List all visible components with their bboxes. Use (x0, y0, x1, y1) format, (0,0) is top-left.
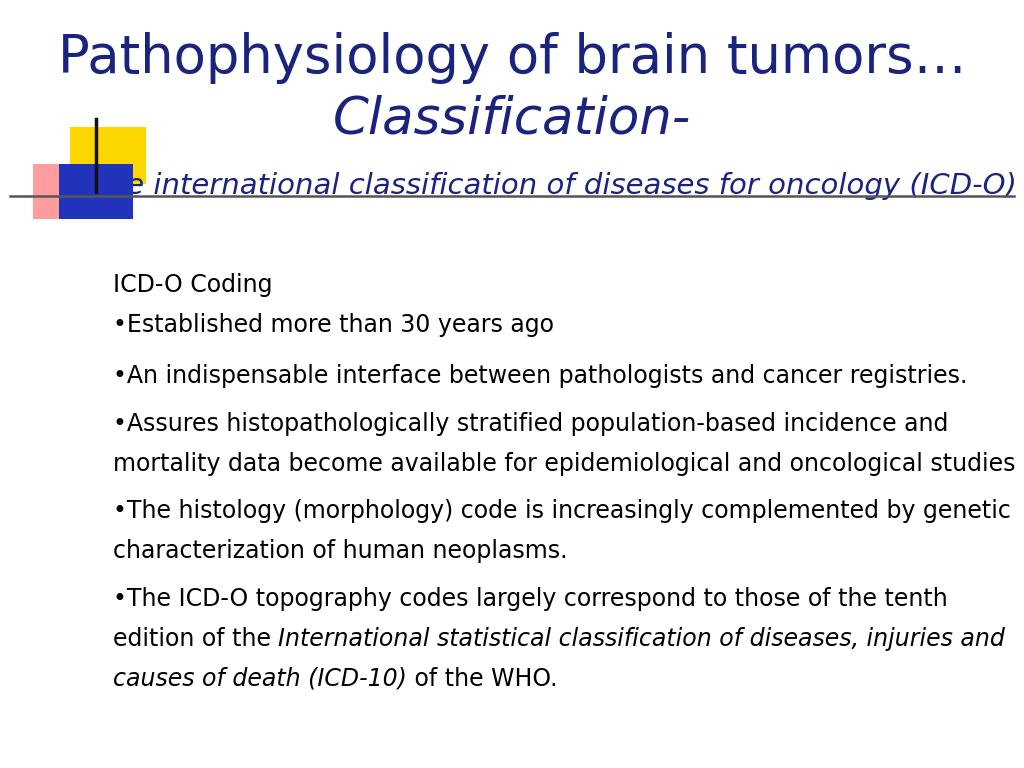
Text: Classification-: Classification- (333, 94, 691, 144)
Text: characterization of human neoplasms.: characterization of human neoplasms. (113, 539, 567, 563)
Text: •An indispensable interface between pathologists and cancer registries.: •An indispensable interface between path… (113, 364, 967, 388)
Text: •The ICD-O topography codes largely correspond to those of the tenth: •The ICD-O topography codes largely corr… (113, 587, 947, 611)
Text: International statistical classification of diseases, injuries and: International statistical classification… (279, 627, 1005, 650)
Text: ICD-O Coding: ICD-O Coding (113, 273, 272, 296)
Text: mortality data become available for epidemiological and oncological studies: mortality data become available for epid… (113, 452, 1015, 475)
Bar (70, 127, 146, 184)
Text: Pathophysiology of brain tumors…: Pathophysiology of brain tumors… (57, 31, 967, 84)
Text: edition of the: edition of the (113, 627, 279, 650)
Text: •Established more than 30 years ago: •Established more than 30 years ago (113, 313, 554, 336)
Bar (33, 164, 66, 219)
Text: •Assures histopathologically stratified population-based incidence and: •Assures histopathologically stratified … (113, 412, 948, 435)
Bar (59, 164, 133, 219)
Text: causes of death (ICD-10): causes of death (ICD-10) (113, 667, 407, 690)
Text: •The histology (morphology) code is increasingly complemented by genetic: •The histology (morphology) code is incr… (113, 499, 1011, 523)
Text: The international classification of diseases for oncology (ICD-O): The international classification of dise… (89, 172, 1017, 200)
Bar (33, 164, 106, 219)
Text: of the WHO.: of the WHO. (407, 667, 557, 690)
